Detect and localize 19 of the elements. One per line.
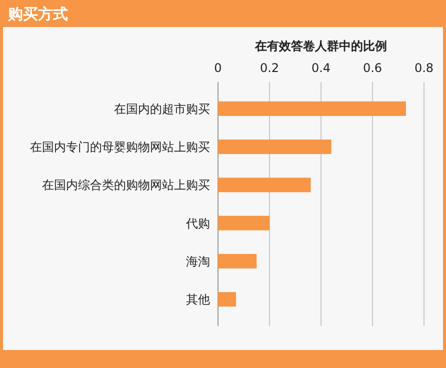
x-tick-label: 0.4 xyxy=(311,61,331,75)
x-tick-label: 0.6 xyxy=(362,61,382,75)
bar xyxy=(218,292,236,307)
text: 购买方式 xyxy=(7,5,68,23)
x-tick-label: 0.2 xyxy=(260,61,280,75)
y-tick-label: 其他 xyxy=(186,292,210,307)
x-axis-title: 在有效答卷人群中的比例 xyxy=(254,39,387,53)
y-tick-label: 在国内专门的母婴购物网站上购买 xyxy=(30,140,210,154)
bar xyxy=(218,140,332,154)
y-tick-label: 在国内综合类的购物网站上购买 xyxy=(42,178,210,192)
bar xyxy=(218,216,270,230)
bar xyxy=(218,254,257,268)
x-tick-label: 0 xyxy=(214,61,222,75)
bar xyxy=(218,178,311,192)
y-tick-label: 代购 xyxy=(185,216,210,230)
bar xyxy=(218,101,406,116)
y-tick-label: 在国内的超市购买 xyxy=(114,102,210,116)
y-tick-label: 海淘 xyxy=(186,254,210,268)
x-tick-label: 0.8 xyxy=(414,61,434,75)
